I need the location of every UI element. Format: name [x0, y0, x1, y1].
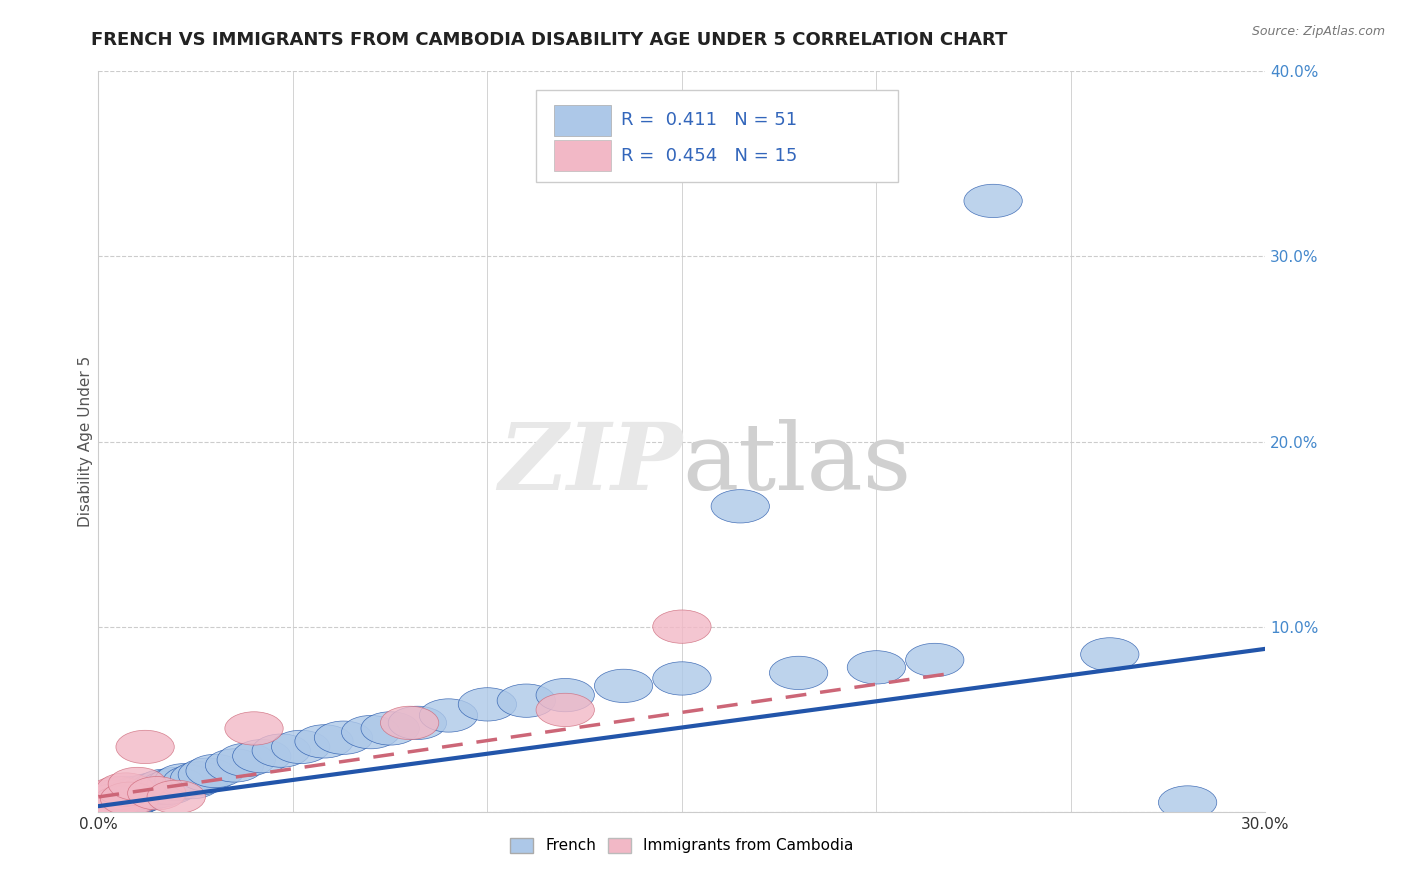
Ellipse shape	[100, 784, 159, 817]
Text: FRENCH VS IMMIGRANTS FROM CAMBODIA DISABILITY AGE UNDER 5 CORRELATION CHART: FRENCH VS IMMIGRANTS FROM CAMBODIA DISAB…	[91, 31, 1008, 49]
Text: Source: ZipAtlas.com: Source: ZipAtlas.com	[1251, 25, 1385, 38]
Ellipse shape	[124, 772, 181, 806]
Text: R =  0.454   N = 15: R = 0.454 N = 15	[621, 147, 797, 165]
Ellipse shape	[170, 762, 229, 795]
Ellipse shape	[89, 777, 148, 810]
Ellipse shape	[315, 721, 373, 755]
Ellipse shape	[186, 755, 245, 788]
Ellipse shape	[104, 782, 163, 815]
FancyBboxPatch shape	[554, 140, 610, 171]
Ellipse shape	[595, 669, 652, 703]
Ellipse shape	[115, 774, 174, 808]
Ellipse shape	[108, 780, 166, 814]
Ellipse shape	[128, 777, 186, 810]
Ellipse shape	[155, 764, 214, 797]
Ellipse shape	[179, 758, 236, 791]
Ellipse shape	[225, 712, 283, 745]
Ellipse shape	[458, 688, 516, 721]
Ellipse shape	[93, 786, 150, 819]
Ellipse shape	[112, 779, 170, 812]
Text: ZIP: ZIP	[498, 418, 682, 508]
Ellipse shape	[84, 784, 143, 817]
Ellipse shape	[89, 784, 148, 817]
Ellipse shape	[652, 610, 711, 643]
Ellipse shape	[217, 743, 276, 777]
Ellipse shape	[82, 786, 139, 819]
Ellipse shape	[115, 731, 174, 764]
Ellipse shape	[97, 772, 155, 806]
Ellipse shape	[905, 643, 965, 677]
Ellipse shape	[232, 739, 291, 772]
Ellipse shape	[89, 780, 148, 814]
Ellipse shape	[536, 693, 595, 727]
Ellipse shape	[100, 780, 159, 814]
Ellipse shape	[388, 706, 447, 739]
Ellipse shape	[148, 780, 205, 814]
Ellipse shape	[252, 734, 311, 767]
Ellipse shape	[419, 698, 478, 732]
Ellipse shape	[77, 789, 135, 822]
Ellipse shape	[295, 724, 353, 758]
Y-axis label: Disability Age Under 5: Disability Age Under 5	[77, 356, 93, 527]
Ellipse shape	[93, 786, 150, 819]
Text: R =  0.411   N = 51: R = 0.411 N = 51	[621, 112, 797, 129]
Ellipse shape	[139, 771, 198, 805]
Ellipse shape	[711, 490, 769, 523]
Text: atlas: atlas	[682, 418, 911, 508]
Ellipse shape	[120, 777, 179, 810]
Ellipse shape	[77, 789, 135, 822]
Ellipse shape	[536, 679, 595, 712]
Ellipse shape	[848, 650, 905, 684]
Ellipse shape	[205, 748, 264, 782]
Ellipse shape	[769, 657, 828, 690]
Ellipse shape	[97, 777, 155, 810]
Ellipse shape	[148, 767, 205, 801]
Legend: French, Immigrants from Cambodia: French, Immigrants from Cambodia	[503, 831, 860, 860]
Ellipse shape	[128, 774, 186, 808]
FancyBboxPatch shape	[554, 104, 610, 136]
Ellipse shape	[1159, 786, 1216, 819]
Ellipse shape	[163, 765, 221, 798]
Ellipse shape	[104, 779, 163, 812]
Ellipse shape	[342, 715, 399, 748]
Ellipse shape	[381, 706, 439, 739]
Ellipse shape	[84, 788, 143, 821]
Ellipse shape	[97, 782, 155, 815]
Ellipse shape	[271, 731, 330, 764]
Ellipse shape	[100, 782, 159, 815]
Ellipse shape	[108, 777, 166, 810]
Ellipse shape	[1081, 638, 1139, 671]
Ellipse shape	[132, 771, 190, 805]
Ellipse shape	[498, 684, 555, 717]
Ellipse shape	[361, 712, 419, 745]
Ellipse shape	[108, 767, 166, 801]
Ellipse shape	[135, 769, 194, 803]
FancyBboxPatch shape	[536, 90, 898, 183]
Ellipse shape	[652, 662, 711, 695]
Ellipse shape	[82, 780, 139, 814]
Ellipse shape	[965, 185, 1022, 218]
